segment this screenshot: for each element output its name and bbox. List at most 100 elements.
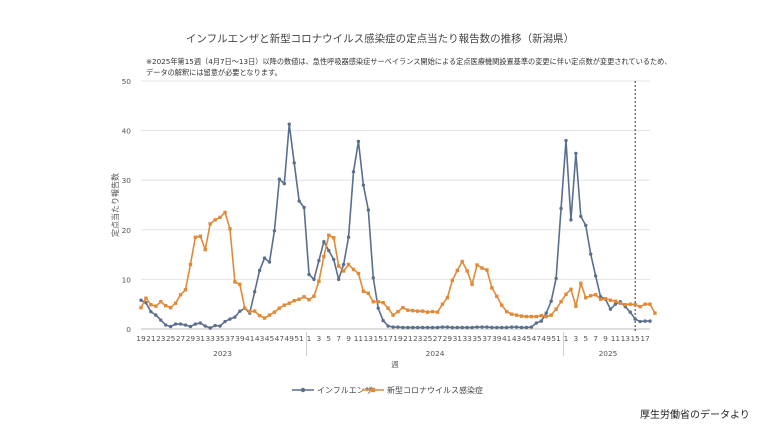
data-point: [554, 307, 558, 311]
x-tick-label: 27: [176, 334, 186, 343]
data-point: [579, 214, 583, 219]
series-group: [139, 122, 657, 330]
legend-label: 新型コロナウイルス感染症: [387, 385, 483, 395]
data-point: [159, 318, 163, 322]
data-point: [381, 301, 385, 305]
data-point: [297, 199, 301, 203]
data-point: [154, 304, 158, 308]
x-tick-label: 31: [196, 334, 206, 343]
data-point: [534, 314, 539, 319]
data-point: [198, 321, 203, 325]
x-tick-label: 25: [166, 334, 176, 343]
data-point: [564, 138, 568, 143]
x-tick-label: 15: [630, 334, 640, 343]
data-point: [598, 297, 603, 301]
data-point: [500, 303, 504, 307]
data-point: [193, 322, 198, 326]
data-point: [356, 139, 361, 144]
data-point: [173, 301, 178, 305]
x-tick-label: 33: [205, 334, 215, 343]
data-point: [569, 287, 573, 292]
x-tick-label: 39: [492, 334, 502, 343]
data-point: [218, 215, 222, 220]
data-point: [450, 278, 455, 283]
y-tick-label: 20: [122, 226, 132, 235]
series-2: [139, 210, 657, 320]
data-point: [208, 222, 212, 226]
x-tick-label: 45: [265, 334, 275, 343]
data-point: [603, 297, 608, 301]
data-point: [341, 269, 346, 273]
data-point: [514, 325, 519, 329]
data-point: [302, 295, 306, 299]
data-point: [168, 305, 173, 310]
data-point: [416, 309, 420, 313]
data-point: [173, 322, 178, 326]
x-tick-label: 43: [512, 334, 522, 343]
legend-label: インフルエンザ: [317, 386, 373, 395]
x-tick-label: 1: [307, 334, 312, 343]
data-point: [460, 325, 464, 330]
x-tick-label: 23: [156, 334, 166, 343]
data-point: [504, 309, 509, 314]
data-point: [257, 313, 262, 318]
data-point: [411, 308, 415, 313]
chart-title: インフルエンザと新型コロナウイルス感染症の定点当たり報告数の推移（新潟県）: [186, 32, 574, 45]
data-point: [613, 302, 618, 306]
data-point: [139, 298, 143, 302]
x-tick-label: 7: [593, 334, 598, 343]
data-point: [618, 301, 623, 305]
data-point: [386, 324, 390, 328]
data-point: [262, 316, 267, 320]
data-point: [643, 302, 647, 306]
data-point: [243, 306, 247, 310]
data-point: [386, 306, 390, 310]
data-point: [168, 324, 173, 329]
y-tick-label: 50: [122, 77, 132, 86]
data-point: [430, 325, 435, 330]
data-point: [445, 325, 450, 329]
data-point: [638, 319, 642, 324]
x-tick-label: 23: [413, 334, 423, 343]
data-point: [252, 290, 257, 294]
data-point: [549, 313, 553, 317]
data-point: [406, 308, 410, 312]
data-point: [233, 315, 237, 319]
data-point: [500, 325, 504, 330]
data-point: [470, 325, 474, 330]
x-tick-label: 33: [462, 334, 472, 343]
x-tick-label: 27: [433, 334, 443, 343]
data-point: [287, 301, 291, 305]
data-point: [628, 310, 632, 314]
data-point: [648, 302, 652, 306]
data-point: [608, 298, 613, 302]
data-point: [188, 324, 193, 329]
data-point: [490, 325, 494, 330]
x-tick-label: 15: [374, 334, 384, 343]
chart-note-line-1: ※2025年第15週（4月7日～13日）以降の数値は、急性呼吸器感染症サーベイラ…: [146, 57, 672, 66]
data-point: [312, 294, 316, 298]
data-point: [401, 325, 405, 330]
y-axis: 0 10 20 30 40 50: [122, 77, 132, 334]
data-point: [164, 303, 168, 308]
data-point: [633, 302, 637, 307]
data-point: [267, 260, 272, 264]
x-tick-label: 51: [294, 334, 304, 343]
data-point: [539, 319, 543, 323]
x-tick-label: 5: [583, 334, 588, 343]
data-point: [584, 296, 588, 300]
data-point: [425, 325, 430, 330]
data-point: [223, 319, 227, 324]
data-point: [406, 325, 410, 330]
data-point: [391, 313, 395, 317]
data-point: [223, 210, 227, 215]
year-label-2025: 2025: [599, 349, 618, 358]
data-point: [203, 247, 207, 252]
data-point: [208, 326, 212, 330]
x-tick-label: 3: [574, 334, 579, 343]
data-point: [198, 234, 203, 238]
data-point: [420, 325, 425, 330]
x-tick-label: 17: [383, 334, 393, 343]
data-point: [297, 297, 301, 301]
data-point: [519, 325, 524, 330]
